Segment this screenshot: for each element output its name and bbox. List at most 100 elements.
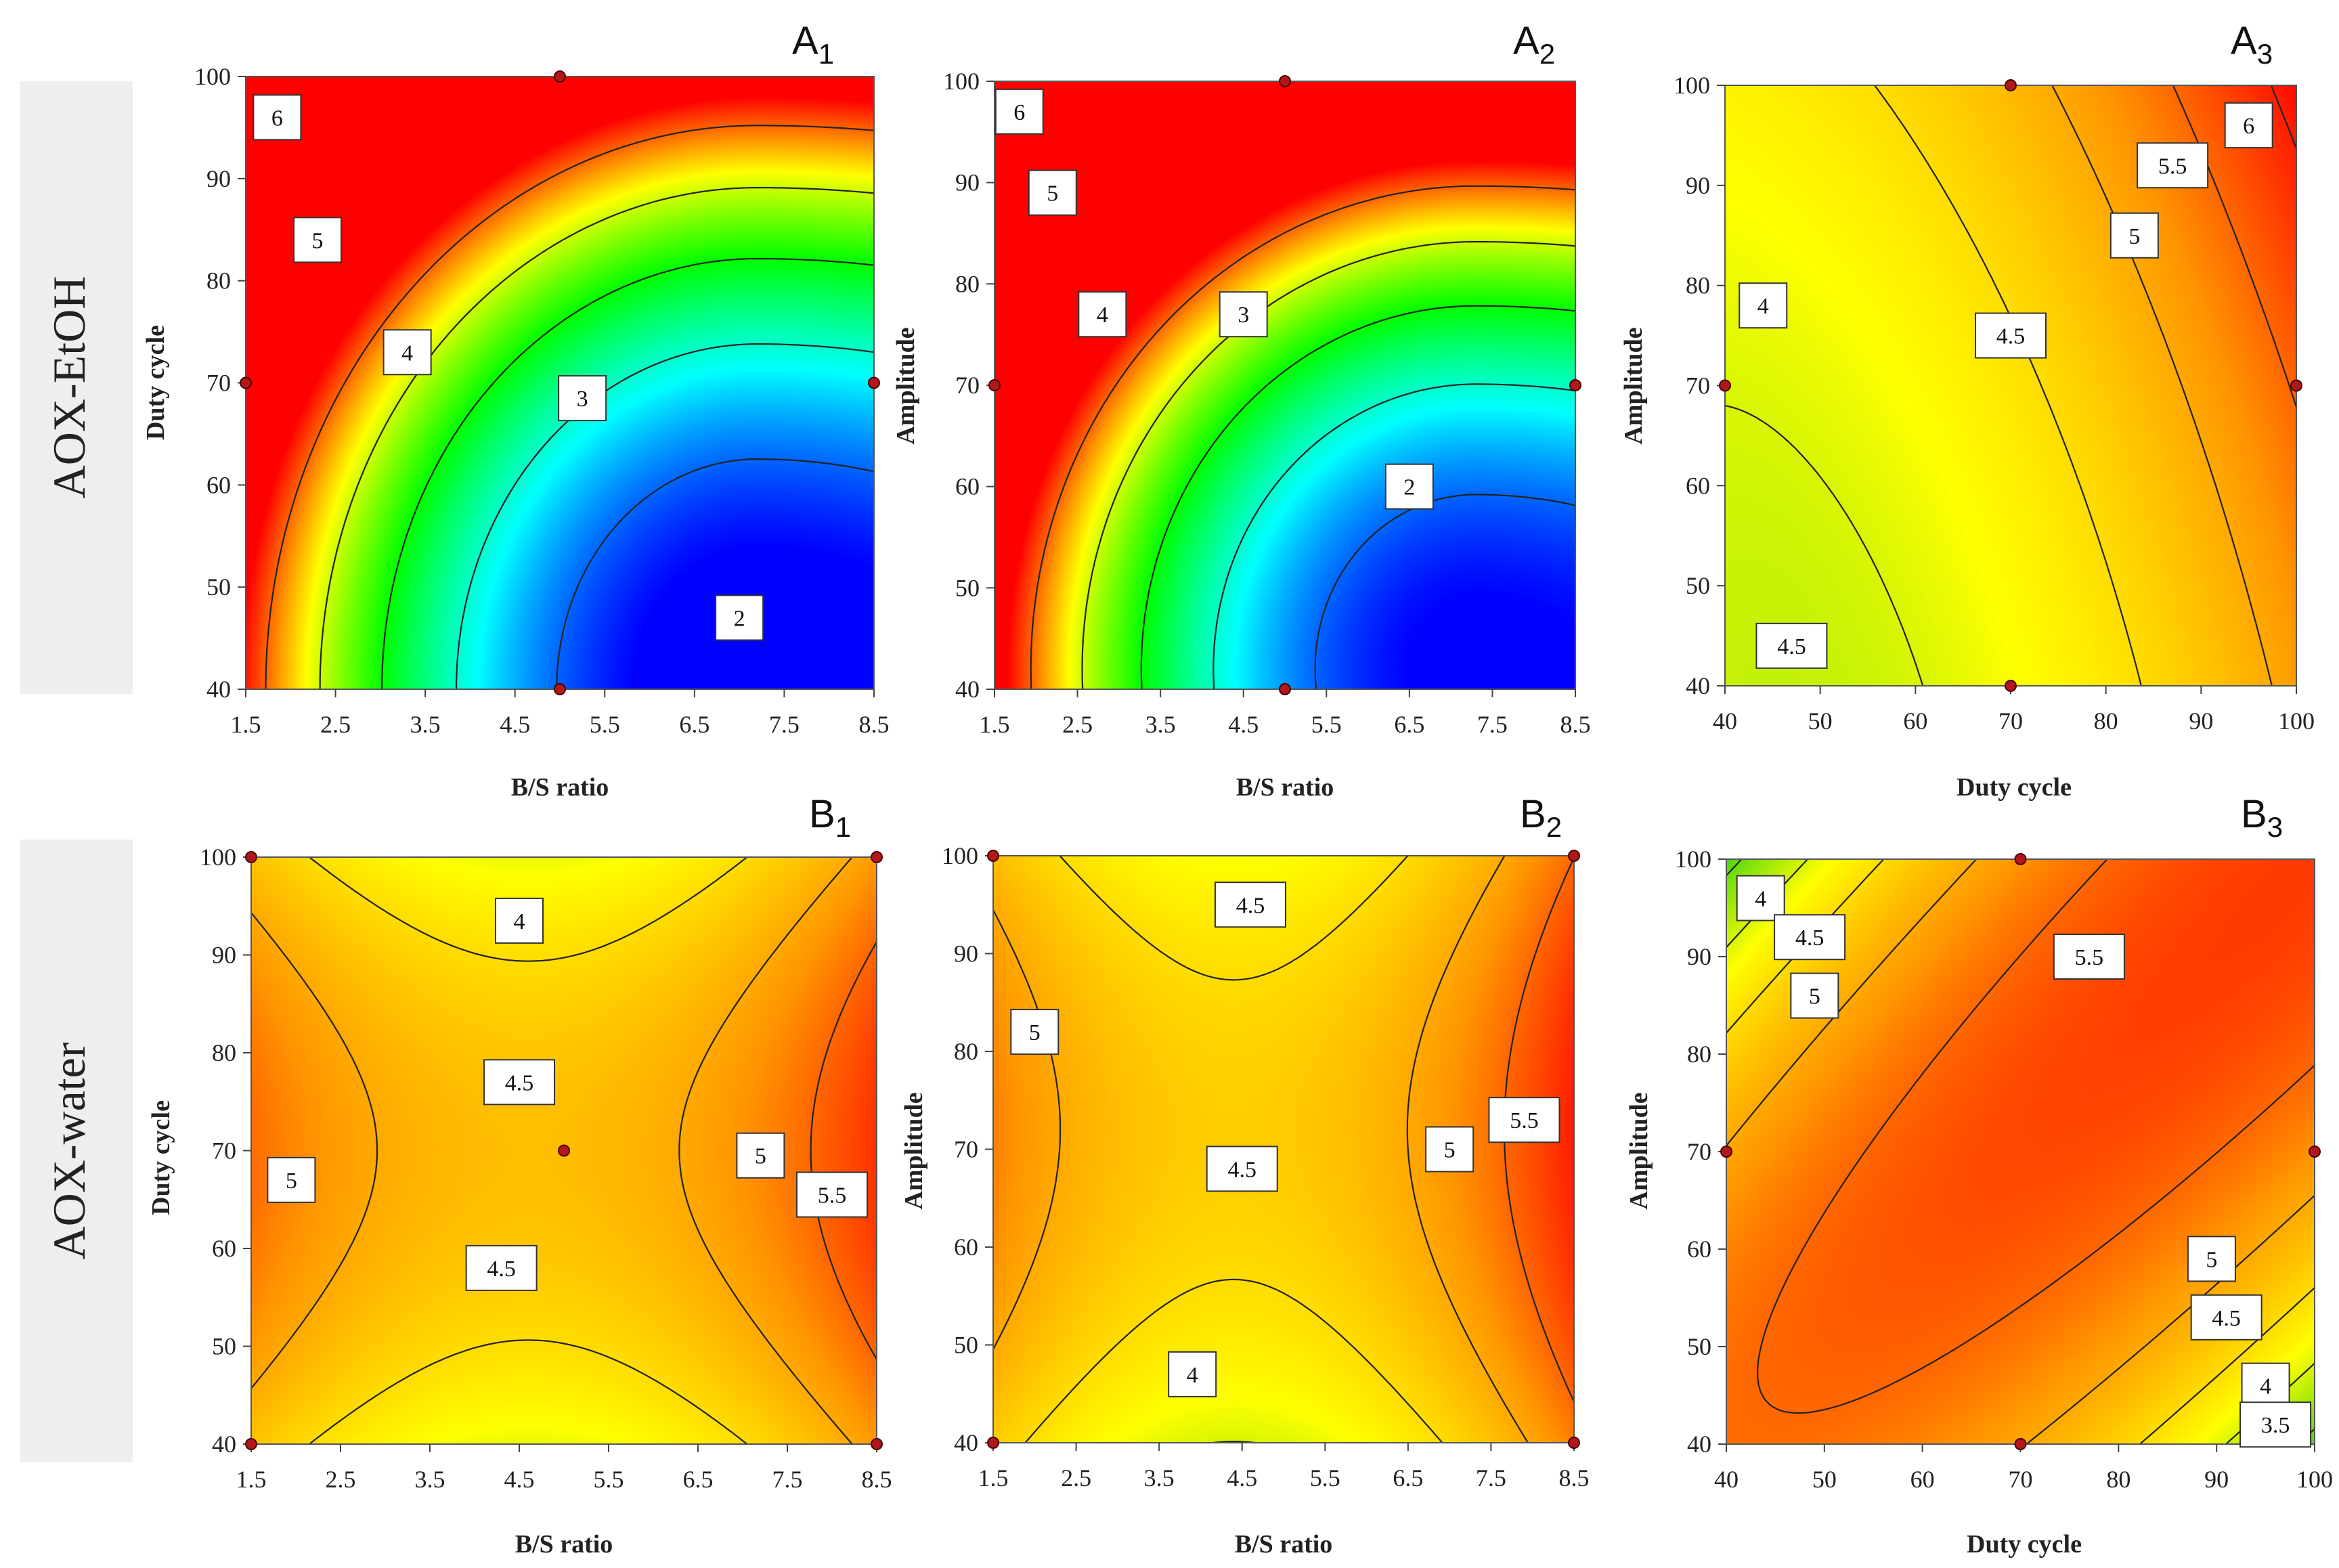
row-label-aox-water: AOX-water — [20, 840, 133, 1462]
y-tick-label: 50 — [212, 1333, 236, 1360]
x-tick-label: 4.5 — [1227, 1464, 1257, 1491]
contour-label-box — [736, 1132, 785, 1179]
design-point — [868, 376, 880, 389]
contour-label-box — [253, 94, 302, 141]
y-tick-label: 90 — [1686, 172, 1710, 199]
y-tick-label: 100 — [1674, 72, 1710, 99]
x-tick-label: 7.5 — [769, 711, 800, 738]
design-point — [2290, 379, 2302, 392]
x-tick-label: 4.5 — [504, 1466, 535, 1493]
y-axis-ticks: 40 50 60 70 80 90 100 — [194, 63, 246, 703]
design-point — [1279, 683, 1291, 695]
y-tick-label: 100 — [200, 844, 236, 871]
y-tick-label: 40 — [212, 1431, 236, 1458]
design-point — [1719, 379, 1731, 392]
x-tick-label: 2.5 — [326, 1466, 356, 1493]
x-tick-label: 1.5 — [236, 1466, 267, 1493]
y-tick-label: 60 — [954, 1234, 978, 1261]
contour-label-box — [1739, 282, 1788, 329]
y-tick-label: 60 — [1687, 1236, 1711, 1263]
x-tick-label: 6.5 — [1394, 711, 1424, 738]
contour-labels: 6 5.5 5 4.5 4 4.5 — [1739, 102, 2273, 669]
x-tick-label: 70 — [2009, 1466, 2033, 1493]
contour-label-box — [1168, 1351, 1217, 1397]
row-label-text: AOX-water — [43, 1042, 95, 1259]
x-axis-ticks: 1.5 2.5 3.5 4.5 5.5 6.5 7.5 8.5 — [236, 1444, 892, 1493]
x-tick-label: 7.5 — [1477, 711, 1508, 738]
x-tick-label: 1.5 — [978, 1464, 1009, 1491]
x-tick-label: 7.5 — [1476, 1464, 1506, 1491]
panel-title: A3 — [2231, 19, 2273, 70]
contour-line — [381, 258, 875, 690]
contour-label-box — [715, 594, 764, 641]
design-point — [1568, 850, 1580, 862]
contour-label: 4.5 — [1777, 634, 1806, 659]
contour-label: 4 — [401, 341, 413, 366]
x-tick-label: 2.5 — [320, 711, 351, 738]
heatmap-surface — [994, 81, 1575, 689]
contour-label: 5 — [1047, 181, 1058, 206]
contour-label-box — [1028, 169, 1077, 216]
y-axis-label: Duty cycle — [147, 1100, 175, 1215]
design-points — [245, 851, 883, 1450]
contour-label-box — [2190, 1294, 2263, 1341]
contour-label-box — [382, 329, 432, 376]
x-tick-label: 50 — [1808, 707, 1833, 735]
design-point — [2005, 79, 2017, 91]
y-tick-label: 70 — [1687, 1138, 1711, 1165]
contour-label-box — [994, 88, 1044, 135]
y-tick-label: 80 — [212, 1039, 236, 1066]
design-point — [1568, 1437, 1580, 1449]
design-points — [988, 75, 1581, 695]
y-tick-label: 100 — [194, 63, 231, 90]
design-points — [987, 850, 1580, 1449]
panel-title-letter: A — [792, 19, 818, 63]
contour-label: 5.5 — [818, 1183, 847, 1208]
contour-label: 5 — [2128, 224, 2140, 249]
y-tick-label: 50 — [206, 573, 231, 601]
x-tick-label: 2.5 — [1062, 711, 1093, 738]
y-tick-label: 50 — [1687, 1333, 1711, 1360]
x-axis-ticks: 1.5 2.5 3.5 4.5 5.5 6.5 7.5 8.5 — [231, 689, 890, 738]
contour-label: 4.5 — [487, 1257, 516, 1282]
contour-label: 4 — [1755, 887, 1766, 912]
y-axis-ticks: 40 50 60 70 80 90 100 — [942, 842, 993, 1456]
x-tick-label: 5.5 — [1310, 1464, 1340, 1491]
y-tick-label: 70 — [212, 1137, 236, 1164]
y-tick-label: 90 — [212, 942, 236, 969]
contour-line — [992, 855, 1529, 1443]
contour-label: 3.5 — [2261, 1413, 2290, 1438]
y-tick-label: 100 — [942, 842, 978, 869]
contour-label-box — [558, 375, 607, 422]
x-tick-label: 80 — [2094, 707, 2118, 735]
panel-title: A1 — [792, 19, 834, 70]
design-point — [245, 851, 257, 863]
contour-lines — [265, 125, 875, 690]
contour-label-box — [293, 217, 343, 263]
design-point — [1720, 1146, 1732, 1158]
contour-label: 3 — [577, 387, 588, 412]
x-tick-label: 3.5 — [1144, 1464, 1175, 1491]
x-tick-label: 40 — [1713, 707, 1737, 735]
x-tick-label: 6.5 — [683, 1466, 714, 1493]
contour-label-box — [1736, 875, 1785, 921]
x-axis-label: Duty cycle — [1957, 773, 2072, 802]
contour-label-box — [2053, 934, 2125, 980]
contour-label: 5 — [755, 1144, 766, 1169]
panel-title-letter: A — [2231, 19, 2257, 63]
design-point — [2014, 853, 2027, 865]
x-tick-label: 50 — [1812, 1466, 1837, 1493]
panel-title-letter: B — [2241, 792, 2267, 836]
design-point — [240, 376, 252, 389]
contour-line — [265, 125, 875, 690]
y-axis-ticks: 40 50 60 70 80 90 100 — [1674, 72, 1725, 699]
y-tick-label: 50 — [955, 574, 980, 601]
y-axis-label: Duty cycle — [141, 325, 170, 440]
x-tick-label: 40 — [1714, 1466, 1739, 1493]
contour-label: 5.5 — [1510, 1108, 1539, 1133]
contour-label: 5 — [312, 228, 324, 253]
contour-labels: 4 4.5 5 4.5 5 5.5 — [267, 897, 868, 1291]
contour-label-box — [465, 1244, 538, 1291]
contour-label-box — [1206, 1146, 1278, 1192]
